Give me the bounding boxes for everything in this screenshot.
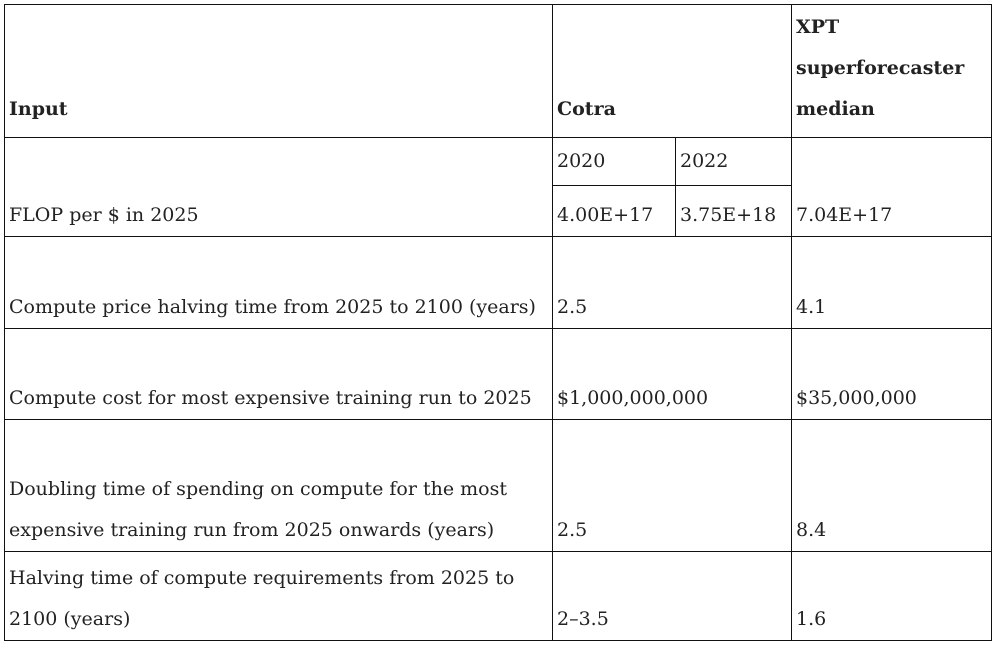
table-row: Compute cost for most expensive training… [4, 328, 992, 420]
row-3-xpt: $35,000,000 [791, 328, 992, 420]
row-3-cotra: $1,000,000,000 [552, 328, 792, 420]
table-row: Compute price halving time from 2025 to … [4, 236, 992, 329]
row-1-cotra-2020: 4.00E+17 [552, 185, 676, 237]
row-3-input: Compute cost for most expensive training… [4, 328, 553, 420]
row-4-cotra: 2.5 [552, 419, 792, 552]
row-1-cotra-2022: 3.75E+18 [675, 185, 792, 237]
header-row: Input Cotra XPT superforecaster median [4, 4, 992, 138]
subheader-2022: 2022 [675, 137, 792, 186]
subheader-2020: 2020 [552, 137, 676, 186]
table-row: 4.00E+17 3.75E+18 [5, 185, 992, 237]
row-2-input: Compute price halving time from 2025 to … [4, 236, 553, 329]
row-1-input: FLOP per $ in 2025 [4, 137, 553, 237]
table-row: Halving time of compute requirements fro… [4, 551, 992, 641]
row-5-input: Halving time of compute requirements fro… [4, 551, 553, 641]
header-input: Input [4, 4, 553, 138]
row-2-xpt: 4.1 [791, 236, 992, 329]
header-cotra: Cotra [552, 4, 792, 138]
header-xpt: XPT superforecaster median [791, 4, 992, 138]
comparison-table: Input Cotra XPT superforecaster median F… [4, 4, 992, 641]
table-row: Doubling time of spending on compute for… [4, 419, 992, 552]
row-1-xpt: 7.04E+17 [791, 137, 992, 237]
subheader-row: FLOP per $ in 2025 2020 2022 7.04E+17 [4, 137, 992, 237]
row-4-input: Doubling time of spending on compute for… [4, 419, 553, 552]
row-5-cotra: 2–3.5 [552, 551, 792, 641]
row-5-xpt: 1.6 [791, 551, 992, 641]
row-4-xpt: 8.4 [791, 419, 992, 552]
row-2-cotra: 2.5 [552, 236, 792, 329]
